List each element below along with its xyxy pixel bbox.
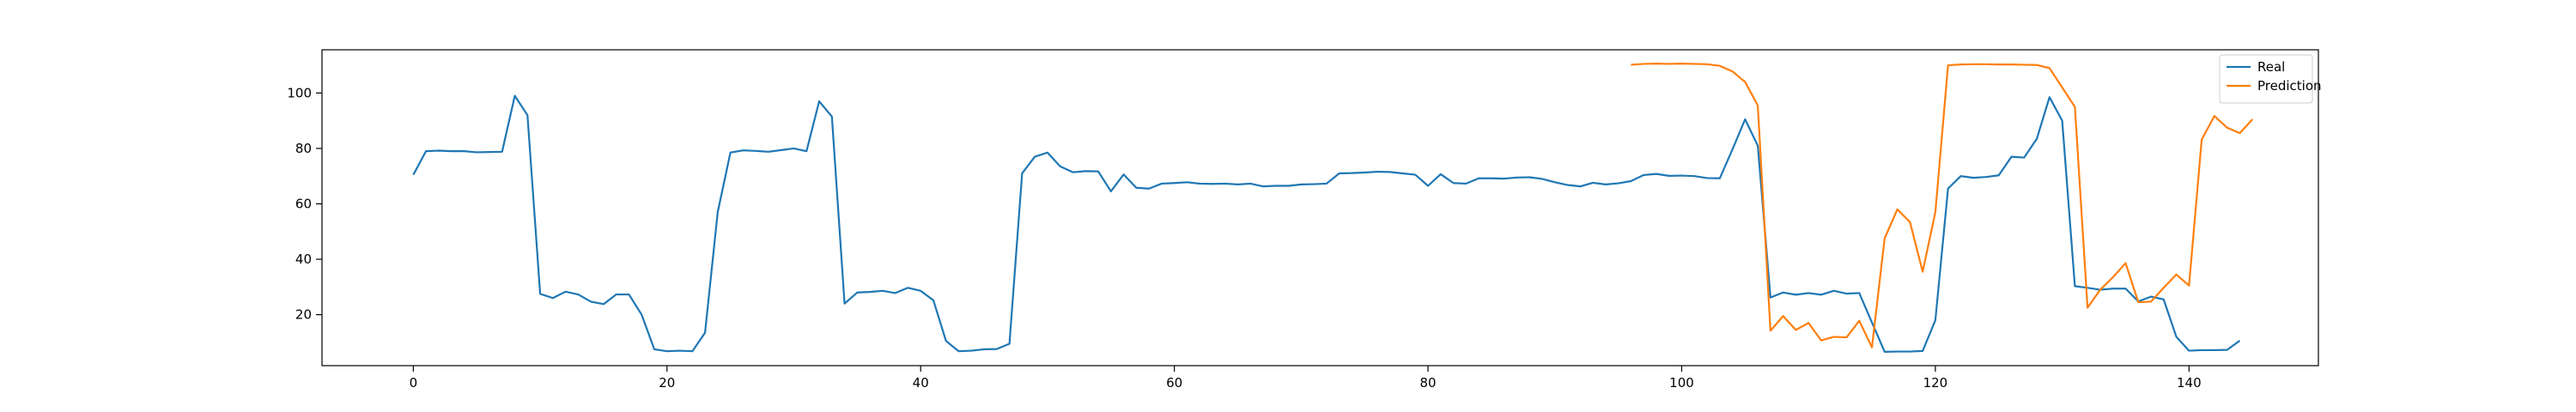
x-tick-label: 60 [1166,375,1182,391]
y-tick-label: 100 [287,85,312,100]
y-axis: 20 40 60 80 100 [287,85,322,323]
x-tick-label: 0 [410,375,418,391]
series-line-prediction [1631,63,2254,348]
y-tick-label: 80 [295,141,312,156]
legend: Real Prediction [2219,54,2322,104]
y-tick-label: 40 [295,251,312,267]
legend-label-real: Real [2257,59,2285,75]
x-tick-label: 120 [1923,375,1948,391]
legend-label-prediction: Prediction [2257,78,2322,94]
x-tick-label: 100 [1669,375,1694,391]
series-layer [412,63,2254,353]
x-tick-label: 40 [913,375,929,391]
y-tick-label: 20 [295,307,312,323]
x-axis: 0 20 40 60 80 100 120 140 [410,366,2202,391]
axes-frame [321,49,2319,367]
x-tick-label: 140 [2177,375,2202,391]
y-tick-label: 60 [295,196,312,211]
plot-area [321,49,2319,367]
series-line-real [412,94,2241,353]
x-tick-label: 80 [1420,375,1437,391]
x-tick-label: 20 [659,375,675,391]
